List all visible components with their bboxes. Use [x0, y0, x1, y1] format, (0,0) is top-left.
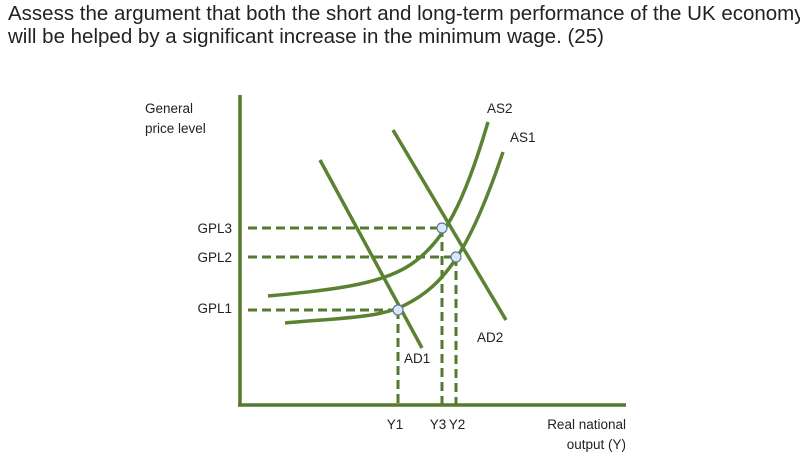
ad2-curve	[391, 129, 508, 321]
as2-curve	[267, 121, 490, 298]
curve-label: AD1	[404, 351, 430, 366]
curve-label: AS1	[510, 130, 536, 145]
x-axis-label: output (Y)	[567, 437, 626, 452]
output-label: Y3	[430, 417, 447, 432]
title-line: will be helped by a significant increase…	[8, 25, 604, 48]
equilibrium-point	[392, 304, 404, 316]
ad1-curve	[318, 159, 424, 349]
price-level-label: GPL1	[197, 301, 232, 316]
y-axis-label: price level	[145, 121, 206, 136]
equilibrium-point	[450, 251, 462, 263]
curve-label: AS2	[487, 101, 513, 116]
title-line: Assess the argument that both the short …	[8, 2, 800, 25]
price-level-label: GPL2	[197, 250, 232, 265]
as1-curve	[284, 151, 505, 325]
question: Assess the argument that both the short …	[8, 2, 800, 48]
curve-label: AD2	[477, 330, 503, 345]
output-label: Y2	[449, 417, 466, 432]
output-label: Y1	[387, 417, 404, 432]
y-axis-label: General	[145, 101, 193, 116]
x-axis-label: Real national	[547, 417, 626, 432]
equilibrium-point	[436, 222, 448, 234]
price-level-label: GPL3	[197, 221, 232, 236]
